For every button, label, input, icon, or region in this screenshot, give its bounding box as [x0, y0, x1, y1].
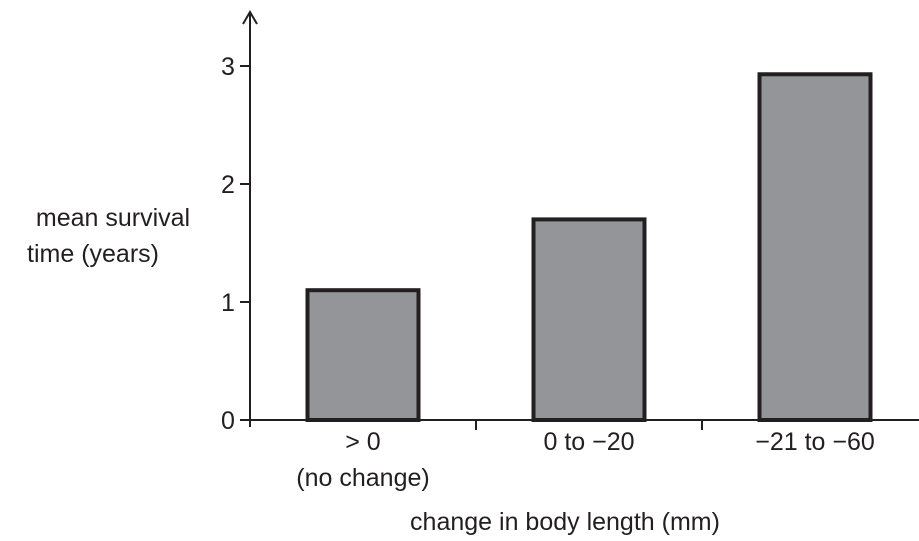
- y-tick-label-1: 1: [221, 289, 235, 317]
- y-axis-title-line-1: mean survival: [36, 204, 190, 232]
- x-tick-sublabel-1: (no change): [296, 464, 429, 492]
- bars: [305, 72, 873, 423]
- x-tick-label-3: −21 to −60: [755, 428, 875, 456]
- x-tick-labels: > 0 (no change) 0 to −20 −21 to −60: [296, 428, 875, 492]
- y-tick-label-2: 2: [221, 171, 235, 199]
- bar-3: [757, 72, 873, 422]
- x-ticks: [475, 420, 703, 430]
- x-tick-label-1: > 0: [345, 428, 380, 456]
- y-axis: [242, 10, 258, 427]
- x-tick-label-2: 0 to −20: [543, 428, 634, 456]
- y-axis-arrow-icon: [242, 10, 258, 25]
- x-axis-title: change in body length (mm): [410, 508, 720, 536]
- y-tick-label-3: 3: [221, 53, 235, 81]
- y-tick-label-0: 0: [221, 407, 235, 435]
- y-axis-title-line-2: time (years): [27, 240, 159, 268]
- bar-1: [305, 288, 421, 423]
- y-ticks: 0 1 2 3: [221, 53, 250, 435]
- bar-2: [531, 217, 647, 422]
